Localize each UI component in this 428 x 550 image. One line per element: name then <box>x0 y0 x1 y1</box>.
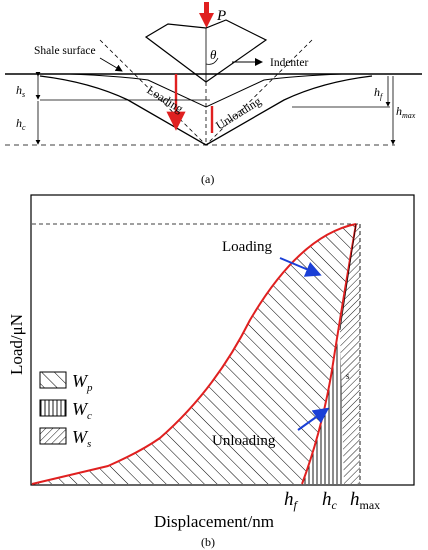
tick-hc: hc <box>322 489 338 512</box>
x-axis-label: Displacement/nm <box>154 512 274 531</box>
panel-a: P θ Indenter Shale surface Loading Unloa… <box>5 2 422 186</box>
hc-label: hc <box>16 116 26 132</box>
wc-region <box>302 330 344 484</box>
residual-profile <box>69 73 343 108</box>
shale-surface-label: Shale surface <box>34 45 96 57</box>
panel-a-caption: (a) <box>201 172 214 186</box>
legend-ws: Ws <box>72 427 91 450</box>
panel-b-caption: (b) <box>201 535 215 549</box>
angle-symbol: θ <box>210 47 217 62</box>
panel-b: s Loading Unloading Wp Wc Ws Load/μN hf … <box>7 194 415 549</box>
legend-wp: Wp <box>72 371 93 394</box>
unloading-curve <box>301 223 357 485</box>
indenter-label: Indenter <box>270 57 308 69</box>
loading-label-b: Loading <box>222 239 272 255</box>
y-axis-label: Load/μN <box>7 314 26 375</box>
load-arrow-icon <box>199 2 214 28</box>
unloading-label-b: Unloading <box>212 433 276 449</box>
legend-swatch-ws <box>39 427 67 445</box>
loading-curve <box>31 223 357 485</box>
legend-swatch-wp <box>39 371 67 389</box>
legend-wc: Wc <box>72 399 92 422</box>
hf-label: hf <box>374 85 384 101</box>
tick-hmax: hmax <box>350 489 380 512</box>
plot-frame <box>30 194 415 486</box>
hs-label: hs <box>16 83 25 99</box>
wp-region <box>32 224 356 484</box>
ws-inline-mark: s <box>346 371 350 381</box>
tick-hf: hf <box>284 489 299 512</box>
legend-swatch-wc <box>39 399 67 417</box>
legend: Wp Wc Ws <box>39 371 93 450</box>
hmax-label: hmax <box>396 104 416 120</box>
load-symbol: P <box>216 8 226 24</box>
